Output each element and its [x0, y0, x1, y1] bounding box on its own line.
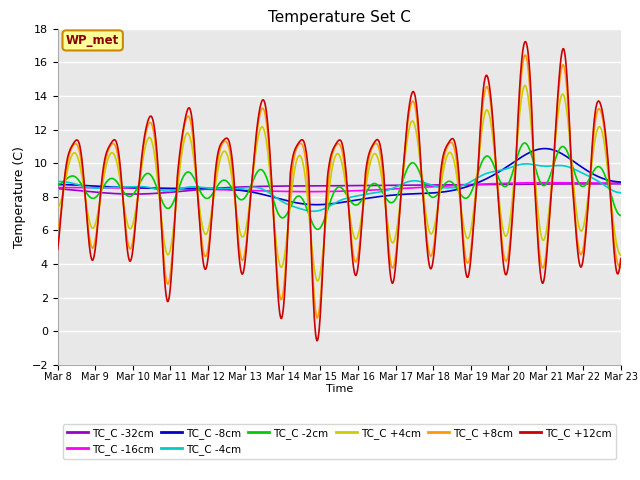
TC_C +12cm: [522, 39, 529, 45]
TC_C +8cm: [313, 313, 321, 319]
TC_C +8cm: [328, 155, 335, 160]
TC_C -16cm: [313, 189, 321, 194]
TC_C +4cm: [54, 204, 61, 210]
Line: TC_C +8cm: TC_C +8cm: [58, 55, 621, 318]
Legend: TC_C -32cm, TC_C -16cm, TC_C -8cm, TC_C -4cm, TC_C -2cm, TC_C +4cm, TC_C +8cm, T: TC_C -32cm, TC_C -16cm, TC_C -8cm, TC_C …: [63, 424, 616, 459]
TC_C +4cm: [521, 83, 529, 88]
TC_C +12cm: [601, 127, 609, 132]
TC_C +4cm: [83, 202, 90, 207]
TC_C -8cm: [328, 201, 335, 207]
TC_C -32cm: [83, 189, 90, 194]
TC_C +8cm: [54, 225, 61, 230]
TC_C -16cm: [601, 180, 609, 186]
TC_C -32cm: [328, 183, 335, 189]
TC_C +4cm: [328, 168, 335, 174]
TC_C -8cm: [617, 179, 625, 185]
TC_C -32cm: [600, 181, 608, 187]
Line: TC_C +12cm: TC_C +12cm: [58, 42, 621, 341]
TC_C +8cm: [522, 52, 529, 58]
TC_C -8cm: [313, 202, 321, 207]
TC_C -8cm: [601, 176, 609, 182]
TC_C +8cm: [601, 130, 609, 136]
TC_C +12cm: [497, 239, 505, 245]
TC_C -16cm: [617, 180, 625, 186]
TC_C +12cm: [83, 208, 90, 214]
TC_C -32cm: [313, 183, 321, 189]
TC_C -8cm: [54, 182, 61, 188]
TC_C -4cm: [617, 190, 625, 196]
TC_C -4cm: [310, 208, 317, 214]
TC_C -2cm: [54, 181, 61, 187]
Line: TC_C +4cm: TC_C +4cm: [58, 85, 621, 281]
TC_C -8cm: [601, 176, 609, 182]
Line: TC_C -16cm: TC_C -16cm: [58, 183, 621, 192]
TC_C -2cm: [601, 173, 609, 179]
Line: TC_C -2cm: TC_C -2cm: [58, 143, 621, 229]
TC_C -16cm: [497, 180, 505, 186]
Line: TC_C -4cm: TC_C -4cm: [58, 164, 621, 211]
TC_C +12cm: [313, 337, 321, 343]
TC_C -2cm: [83, 190, 90, 196]
Line: TC_C -8cm: TC_C -8cm: [58, 149, 621, 204]
TC_C -16cm: [54, 185, 61, 191]
TC_C -4cm: [601, 183, 609, 189]
TC_C -16cm: [328, 189, 335, 194]
TC_C -4cm: [601, 183, 609, 189]
TC_C -16cm: [306, 189, 314, 194]
TC_C -4cm: [83, 184, 90, 190]
TC_C +8cm: [601, 132, 609, 138]
TC_C -16cm: [601, 180, 609, 186]
TC_C -8cm: [83, 183, 90, 189]
TC_C -2cm: [601, 172, 609, 178]
TC_C +4cm: [313, 276, 321, 282]
TC_C -2cm: [328, 195, 335, 201]
TC_C +4cm: [601, 143, 609, 149]
TC_C -32cm: [129, 191, 137, 197]
TC_C +12cm: [328, 150, 335, 156]
TC_C -2cm: [314, 227, 321, 232]
TC_C +12cm: [601, 124, 609, 130]
Line: TC_C -32cm: TC_C -32cm: [58, 184, 621, 194]
TC_C -2cm: [497, 181, 505, 187]
TC_C -2cm: [617, 213, 625, 218]
TC_C +4cm: [617, 252, 625, 258]
TC_C +8cm: [497, 232, 505, 238]
TC_C -2cm: [313, 226, 321, 232]
TC_C -4cm: [328, 202, 335, 208]
Y-axis label: Temperature (C): Temperature (C): [13, 146, 26, 248]
TC_C +8cm: [617, 264, 625, 270]
TC_C +12cm: [54, 247, 61, 252]
TC_C -4cm: [522, 161, 530, 167]
Title: Temperature Set C: Temperature Set C: [268, 10, 411, 25]
TC_C +8cm: [314, 315, 321, 321]
TC_C -16cm: [545, 180, 552, 186]
TC_C -32cm: [617, 181, 625, 187]
TC_C +12cm: [617, 256, 625, 262]
TC_C -4cm: [497, 167, 505, 173]
TC_C -4cm: [313, 208, 321, 214]
TC_C -4cm: [54, 179, 61, 184]
TC_C -32cm: [601, 181, 609, 187]
TC_C -32cm: [497, 181, 505, 187]
TC_C -32cm: [54, 186, 61, 192]
TC_C +4cm: [497, 216, 505, 222]
Text: WP_met: WP_met: [66, 34, 119, 47]
TC_C -2cm: [521, 140, 529, 146]
TC_C +12cm: [313, 338, 321, 344]
TC_C -16cm: [83, 185, 90, 191]
TC_C -8cm: [497, 168, 505, 173]
TC_C -8cm: [313, 202, 321, 207]
TC_C +4cm: [601, 145, 609, 151]
X-axis label: Time: Time: [326, 384, 353, 394]
TC_C +8cm: [83, 206, 90, 212]
TC_C +4cm: [314, 278, 321, 284]
TC_C -8cm: [541, 146, 548, 152]
